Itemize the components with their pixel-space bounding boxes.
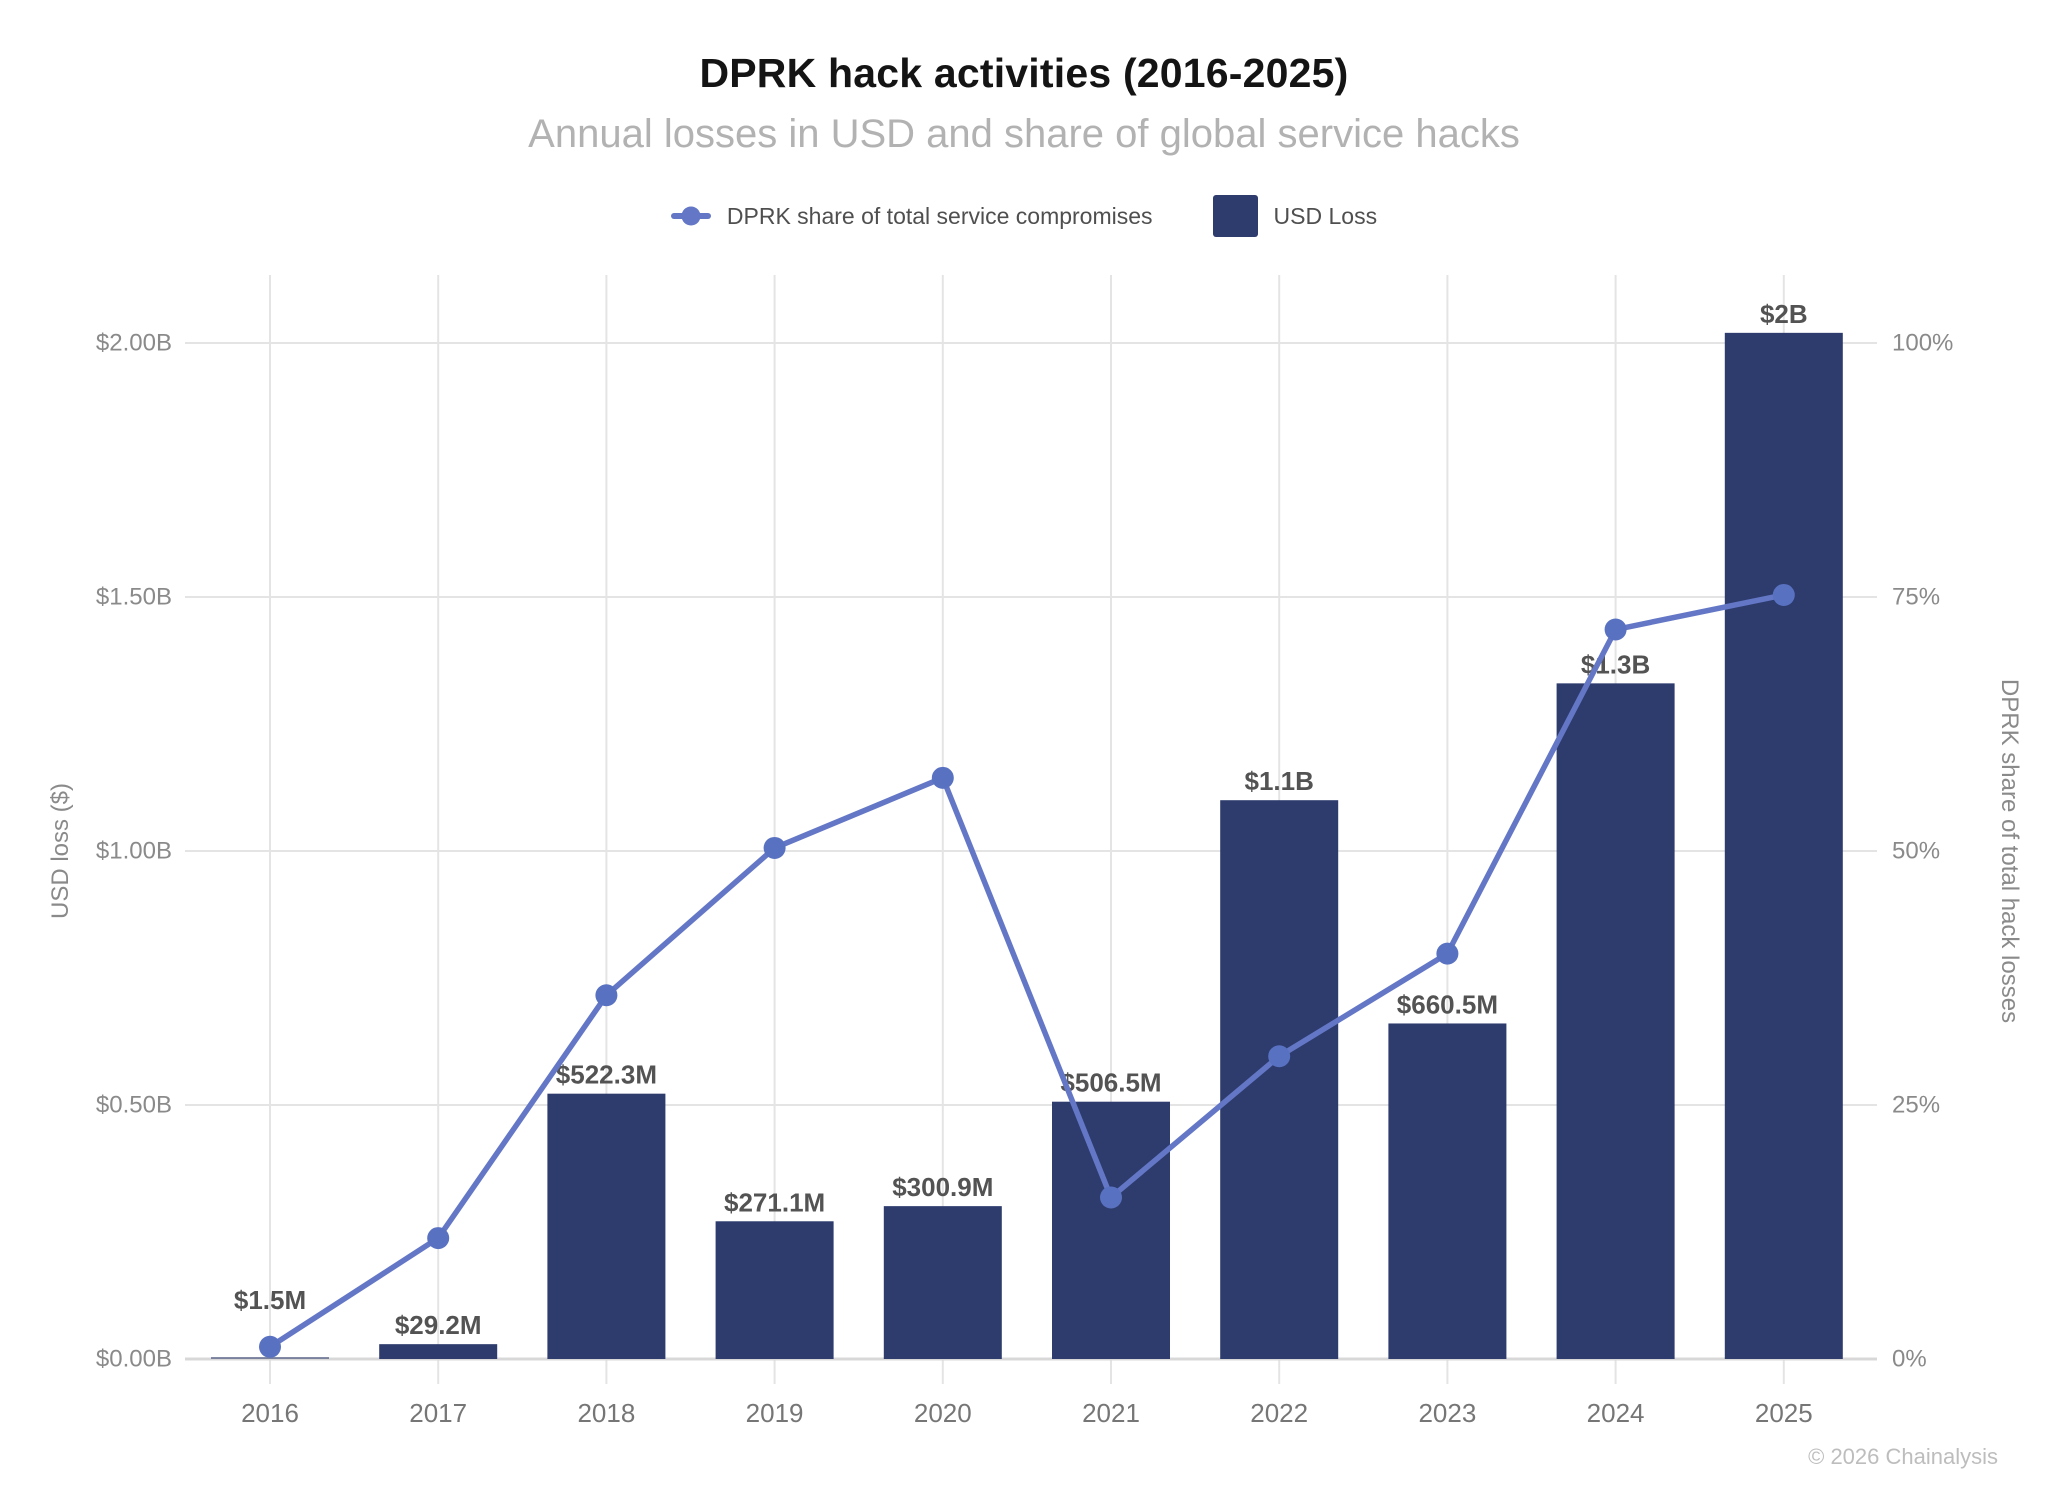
left-axis-tick-label: $0.00B	[96, 1346, 172, 1373]
x-axis-label-2021: 2021	[1082, 1398, 1140, 1428]
bar-2019[interactable]	[715, 1221, 834, 1359]
bar-2020[interactable]	[883, 1206, 1002, 1359]
bar-value-label-2019: $271.1M	[724, 1187, 825, 1217]
x-axis-label-2025: 2025	[1755, 1398, 1813, 1428]
line-series-dot-icon	[681, 206, 701, 226]
bar-2016[interactable]	[211, 1357, 329, 1359]
share-point-2023[interactable]	[1436, 942, 1459, 965]
x-axis-label-2020: 2020	[914, 1398, 972, 1428]
x-axis-label-2016: 2016	[241, 1398, 299, 1428]
x-axis-label-2023: 2023	[1418, 1398, 1476, 1428]
share-point-2017[interactable]	[427, 1227, 450, 1250]
bar-2018[interactable]	[547, 1093, 666, 1359]
bar-value-label-2023: $660.5M	[1397, 989, 1498, 1019]
x-axis-label-2017: 2017	[409, 1398, 467, 1428]
legend-usd-loss-label: USD Loss	[1273, 202, 1378, 229]
x-axis-label-2018: 2018	[577, 1398, 635, 1428]
share-point-2018[interactable]	[595, 984, 618, 1007]
bar-value-label-2020: $300.9M	[892, 1172, 993, 1202]
chart-subtitle: Annual losses in USD and share of global…	[528, 112, 1520, 156]
right-axis-tick-label: 100%	[1892, 330, 1953, 357]
x-axis-label-2024: 2024	[1587, 1398, 1645, 1428]
bar-2025[interactable]	[1724, 332, 1843, 1360]
right-axis-tick-label: 75%	[1892, 584, 1940, 611]
right-axis-tick-label: 50%	[1892, 838, 1940, 865]
chart-title: DPRK hack activities (2016-2025)	[699, 50, 1349, 96]
legend: DPRK share of total service compromises …	[0, 192, 2048, 240]
share-point-2020[interactable]	[931, 766, 954, 789]
bar-value-label-2018: $522.3M	[556, 1060, 657, 1090]
x-axis-label-2019: 2019	[746, 1398, 804, 1428]
right-axis-tick-label: 0%	[1892, 1346, 1927, 1373]
line-series-marker-icon	[670, 206, 711, 226]
bar-series-swatch-icon	[1212, 195, 1258, 237]
left-axis-tick-label: $0.50B	[96, 1092, 172, 1119]
bar-2024[interactable]	[1556, 683, 1675, 1359]
share-point-2021[interactable]	[1100, 1186, 1122, 1209]
share-point-2016[interactable]	[259, 1335, 281, 1358]
share-point-2022[interactable]	[1268, 1045, 1291, 1068]
bar-value-label-2021: $506.5M	[1060, 1068, 1161, 1098]
share-point-2024[interactable]	[1604, 618, 1627, 641]
legend-item-usd-loss[interactable]: USD Loss	[1212, 195, 1378, 237]
legend-item-dprk-share[interactable]: DPRK share of total service compromises	[670, 202, 1153, 230]
share-point-2019[interactable]	[763, 836, 786, 859]
share-line[interactable]	[267, 592, 1787, 1350]
share-point-2025[interactable]	[1772, 583, 1795, 606]
x-axis-label-2022: 2022	[1250, 1398, 1308, 1428]
right-axis-title: DPRK share of total hack losses	[1996, 679, 2023, 1023]
bar-2023[interactable]	[1388, 1023, 1507, 1359]
copyright: © 2026 Chainalysis	[1808, 1444, 1998, 1469]
left-axis-tick-label: $1.00B	[96, 838, 172, 865]
left-axis-title: USD loss ($)	[47, 783, 74, 919]
bar-value-label-2017: $29.2M	[395, 1310, 482, 1340]
left-axis-tick-label: $1.50B	[96, 584, 172, 611]
bar-2021[interactable]	[1052, 1101, 1170, 1359]
bar-value-label-2022: $1.1B	[1245, 766, 1314, 796]
legend-dprk-share-label: DPRK share of total service compromises	[726, 202, 1153, 229]
bar-value-label-2016: $1.5M	[234, 1285, 306, 1315]
bar-value-label-2025: $2B	[1760, 299, 1808, 329]
right-axis-tick-label: 25%	[1892, 1092, 1940, 1119]
bar-2022[interactable]	[1220, 800, 1339, 1359]
bar-2017[interactable]	[379, 1344, 498, 1359]
left-axis-tick-label: $2.00B	[96, 330, 172, 357]
